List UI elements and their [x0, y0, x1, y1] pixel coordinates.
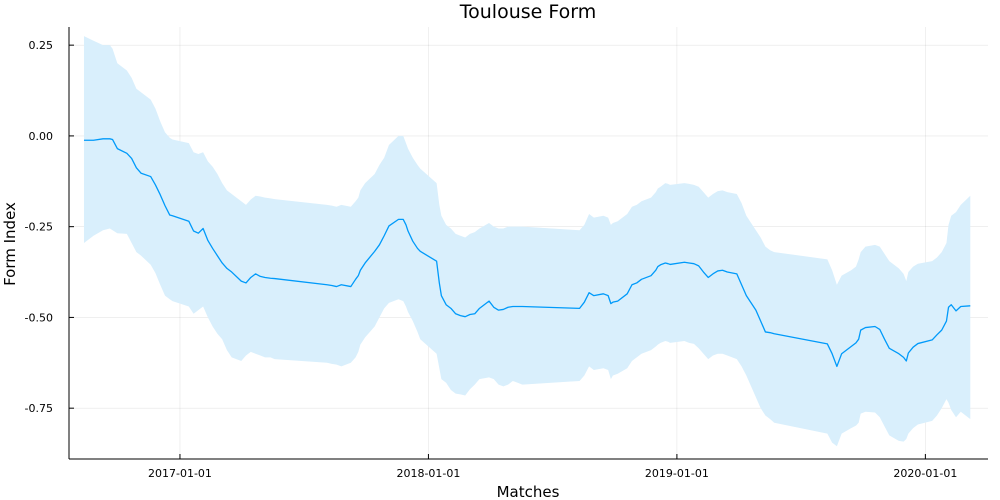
- x-axis-label: Matches: [497, 483, 560, 500]
- axes: [68, 27, 988, 460]
- y-tick-label: 0.00: [29, 130, 54, 143]
- chart-title: Toulouse Form: [459, 1, 596, 23]
- form-index-line: [83, 138, 971, 368]
- x-tick-label: 2018-01-01: [396, 467, 460, 480]
- y-tick-label: -0.75: [25, 402, 53, 415]
- y-tick-label: -0.50: [25, 311, 53, 324]
- confidence-band: [83, 36, 971, 447]
- tick-labels: 2017-01-01 2018-01-01 2019-01-01 2020-01-01…: [25, 39, 958, 480]
- y-tick-label: 0.25: [29, 39, 54, 52]
- x-tick-label: 2020-01-01: [893, 467, 957, 480]
- y-axis-label: Form Index: [1, 202, 19, 286]
- x-tick-label: 2019-01-01: [645, 467, 709, 480]
- x-tick-label: 2017-01-01: [148, 467, 212, 480]
- y-tick-label: -0.25: [25, 221, 53, 234]
